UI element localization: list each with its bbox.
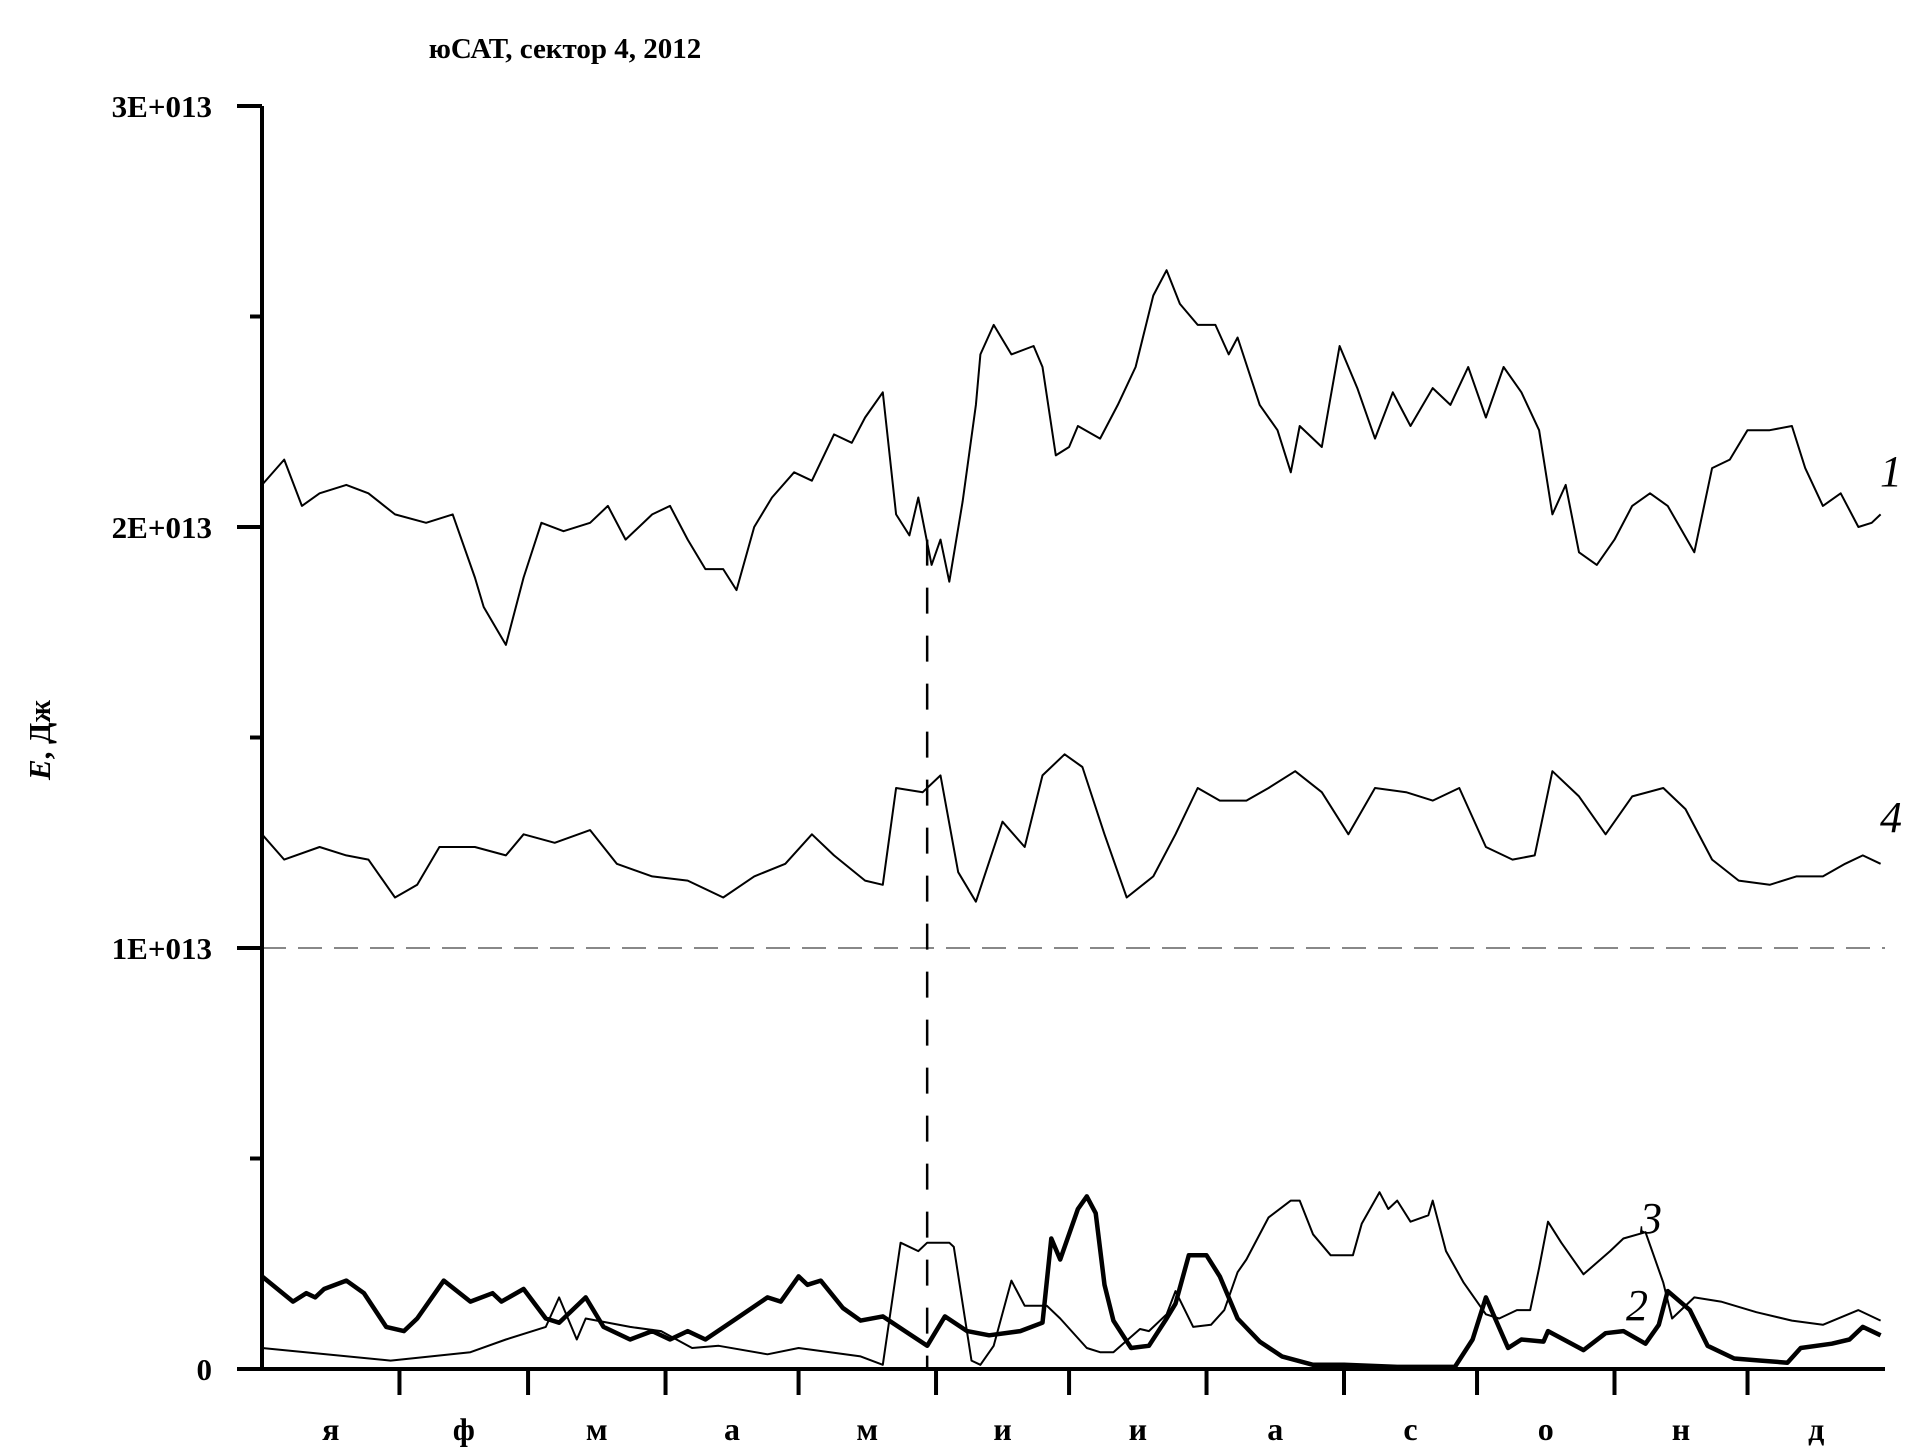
y-tick-label: 0 [197, 1352, 213, 1387]
y-tick-label: 3E+013 [112, 89, 212, 124]
x-month-label: а [724, 1411, 740, 1447]
reference-lines [262, 539, 1885, 1369]
series-line-3 [261, 1191, 1882, 1366]
y-axis-label-symbol: E [22, 759, 57, 781]
x-month-label: м [856, 1411, 878, 1447]
x-month-label: н [1672, 1411, 1690, 1447]
series-group [260, 269, 1882, 1370]
x-month-label: д [1808, 1411, 1824, 1447]
x-month-label: с [1403, 1411, 1417, 1447]
x-month-label: м [586, 1411, 608, 1447]
y-axis-label: E, Дж [22, 699, 57, 781]
x-month-label: ф [453, 1411, 475, 1447]
y-tick-label: 2E+013 [112, 510, 212, 545]
series-line-2 [260, 1194, 1882, 1370]
axes: 0 1E+013 2E+013 3E+013 я ф м а м и и а с о н д [112, 89, 1885, 1447]
series-line-4 [261, 753, 1882, 903]
x-month-label: о [1538, 1411, 1554, 1447]
series-label-2: 2 [1626, 1281, 1648, 1330]
x-month-label: а [1267, 1411, 1283, 1447]
x-month-label: и [993, 1411, 1011, 1447]
chart-title: юСАТ, сектор 4, 2012 [429, 33, 702, 65]
y-axis-label-unit: , Дж [22, 699, 57, 759]
series-label-3: 3 [1639, 1194, 1662, 1243]
series-labels: 1 4 3 2 [1626, 447, 1902, 1330]
series-line-1 [261, 269, 1882, 646]
x-month-label: я [322, 1411, 339, 1447]
series-label-4: 4 [1880, 793, 1902, 842]
x-month-label: и [1129, 1411, 1147, 1447]
y-tick-label: 1E+013 [112, 931, 212, 966]
series-label-1: 1 [1880, 447, 1902, 496]
